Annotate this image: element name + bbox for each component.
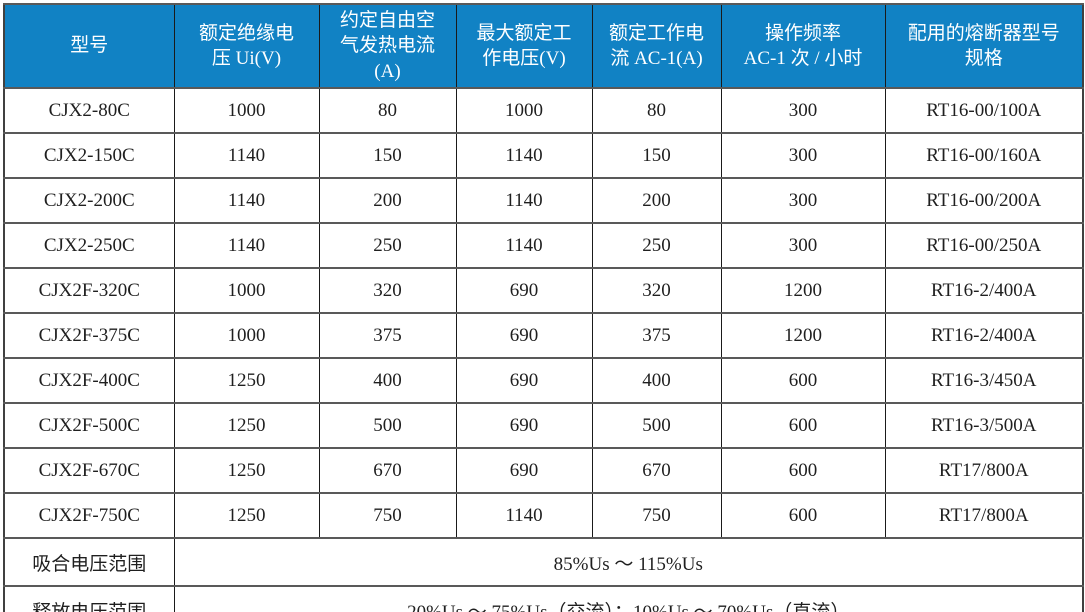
table-row: CJX2F-670C 1250 670 690 670 600 RT17/800A [3, 447, 1084, 494]
cell-max-working-voltage: 1140 [455, 222, 593, 269]
cell-fuse-spec: RT16-00/160A [884, 132, 1084, 179]
pickup-voltage-label: 吸合电压范围 [3, 537, 175, 587]
cell-insulation-voltage: 1140 [173, 132, 320, 179]
table-body: CJX2-80C 1000 80 1000 80 300 RT16-00/100A CJX2-… [3, 87, 1084, 539]
table-row-release-voltage: 释放电压范围 20%Us ～ 75%Us（交流）；10%Us ～ 70%Us（直… [3, 585, 1084, 612]
cell-model: CJX2F-375C [3, 312, 175, 359]
cell-operating-frequency: 600 [720, 357, 886, 404]
table-header-row: 型号 额定绝缘电 压 Ui(V) 约定自由空 气发热电流 (A) 最大额定工 作… [3, 3, 1084, 89]
cell-free-air-thermal-current: 80 [318, 87, 457, 134]
cell-operating-frequency: 600 [720, 447, 886, 494]
column-header-max-working-voltage: 最大额定工 作电压(V) [455, 3, 593, 89]
column-header-model: 型号 [3, 3, 175, 89]
cell-insulation-voltage: 1140 [173, 222, 320, 269]
cell-fuse-spec: RT16-3/450A [884, 357, 1084, 404]
table-row: CJX2-150C 1140 150 1140 150 300 RT16-00/160A [3, 132, 1084, 179]
cell-fuse-spec: RT17/800A [884, 492, 1084, 539]
cell-fuse-spec: RT16-2/400A [884, 267, 1084, 314]
cell-model: CJX2-150C [3, 132, 175, 179]
cell-operating-frequency: 300 [720, 132, 886, 179]
release-voltage-label: 释放电压范围 [3, 585, 175, 612]
cell-model: CJX2F-750C [3, 492, 175, 539]
cell-operating-frequency: 300 [720, 177, 886, 224]
cell-free-air-thermal-current: 750 [318, 492, 457, 539]
cell-fuse-spec: RT16-00/100A [884, 87, 1084, 134]
cell-insulation-voltage: 1250 [173, 492, 320, 539]
release-voltage-value: 20%Us ～ 75%Us（交流）；10%Us ～ 70%Us（直流） [173, 585, 1084, 612]
column-header-insulation-voltage: 额定绝缘电 压 Ui(V) [173, 3, 320, 89]
cell-working-current-ac1: 375 [591, 312, 722, 359]
cell-operating-frequency: 300 [720, 222, 886, 269]
cell-model: CJX2F-670C [3, 447, 175, 494]
cell-fuse-spec: RT16-2/400A [884, 312, 1084, 359]
column-header-working-current-ac1: 额定工作电 流 AC-1(A) [591, 3, 722, 89]
cell-free-air-thermal-current: 500 [318, 402, 457, 449]
cell-insulation-voltage: 1140 [173, 177, 320, 224]
cell-working-current-ac1: 400 [591, 357, 722, 404]
cell-insulation-voltage: 1250 [173, 357, 320, 404]
cell-fuse-spec: RT16-00/200A [884, 177, 1084, 224]
cell-fuse-spec: RT16-00/250A [884, 222, 1084, 269]
cell-operating-frequency: 600 [720, 492, 886, 539]
cell-model: CJX2-250C [3, 222, 175, 269]
cell-free-air-thermal-current: 150 [318, 132, 457, 179]
cell-max-working-voltage: 690 [455, 267, 593, 314]
cell-max-working-voltage: 690 [455, 402, 593, 449]
cell-working-current-ac1: 750 [591, 492, 722, 539]
cell-free-air-thermal-current: 375 [318, 312, 457, 359]
cell-operating-frequency: 600 [720, 402, 886, 449]
table-row: CJX2-250C 1140 250 1140 250 300 RT16-00/250A [3, 222, 1084, 269]
cell-working-current-ac1: 150 [591, 132, 722, 179]
cell-working-current-ac1: 250 [591, 222, 722, 269]
table-row-pickup-voltage: 吸合电压范围 85%Us ～ 115%Us [3, 537, 1084, 587]
cell-max-working-voltage: 1140 [455, 492, 593, 539]
pickup-voltage-value: 85%Us ～ 115%Us [173, 537, 1084, 587]
cell-working-current-ac1: 320 [591, 267, 722, 314]
cell-insulation-voltage: 1250 [173, 402, 320, 449]
cell-max-working-voltage: 1140 [455, 132, 593, 179]
cell-operating-frequency: 1200 [720, 267, 886, 314]
cell-operating-frequency: 300 [720, 87, 886, 134]
cell-model: CJX2-80C [3, 87, 175, 134]
cell-working-current-ac1: 80 [591, 87, 722, 134]
cell-fuse-spec: RT16-3/500A [884, 402, 1084, 449]
cell-free-air-thermal-current: 400 [318, 357, 457, 404]
cell-max-working-voltage: 1000 [455, 87, 593, 134]
table-row: CJX2F-500C 1250 500 690 500 600 RT16-3/500A [3, 402, 1084, 449]
table-row: CJX2-200C 1140 200 1140 200 300 RT16-00/200A [3, 177, 1084, 224]
cell-working-current-ac1: 500 [591, 402, 722, 449]
cell-model: CJX2F-320C [3, 267, 175, 314]
cell-insulation-voltage: 1000 [173, 87, 320, 134]
cell-max-working-voltage: 690 [455, 447, 593, 494]
column-header-free-air-thermal-current: 约定自由空 气发热电流 (A) [318, 3, 457, 89]
table-row: CJX2F-375C 1000 375 690 375 1200 RT16-2/400A [3, 312, 1084, 359]
column-header-fuse-spec: 配用的熔断器型号 规格 [884, 3, 1084, 89]
cell-free-air-thermal-current: 320 [318, 267, 457, 314]
cell-insulation-voltage: 1000 [173, 267, 320, 314]
cell-fuse-spec: RT17/800A [884, 447, 1084, 494]
cell-free-air-thermal-current: 200 [318, 177, 457, 224]
cell-max-working-voltage: 690 [455, 357, 593, 404]
cell-free-air-thermal-current: 250 [318, 222, 457, 269]
cell-model: CJX2F-500C [3, 402, 175, 449]
table-row: CJX2F-320C 1000 320 690 320 1200 RT16-2/400A [3, 267, 1084, 314]
contactor-spec-table: 型号 额定绝缘电 压 Ui(V) 约定自由空 气发热电流 (A) 最大额定工 作… [3, 3, 1084, 612]
table-row: CJX2F-400C 1250 400 690 400 600 RT16-3/450A [3, 357, 1084, 404]
cell-max-working-voltage: 1140 [455, 177, 593, 224]
cell-max-working-voltage: 690 [455, 312, 593, 359]
cell-operating-frequency: 1200 [720, 312, 886, 359]
cell-insulation-voltage: 1250 [173, 447, 320, 494]
cell-working-current-ac1: 670 [591, 447, 722, 494]
column-header-operating-frequency: 操作频率 AC-1 次 / 小时 [720, 3, 886, 89]
cell-model: CJX2F-400C [3, 357, 175, 404]
table-row: CJX2-80C 1000 80 1000 80 300 RT16-00/100A [3, 87, 1084, 134]
cell-working-current-ac1: 200 [591, 177, 722, 224]
cell-free-air-thermal-current: 670 [318, 447, 457, 494]
cell-insulation-voltage: 1000 [173, 312, 320, 359]
table-footer: 吸合电压范围 85%Us ～ 115%Us 释放电压范围 20%Us ～ 75%… [3, 537, 1084, 612]
table-row: CJX2F-750C 1250 750 1140 750 600 RT17/800A [3, 492, 1084, 539]
cell-model: CJX2-200C [3, 177, 175, 224]
